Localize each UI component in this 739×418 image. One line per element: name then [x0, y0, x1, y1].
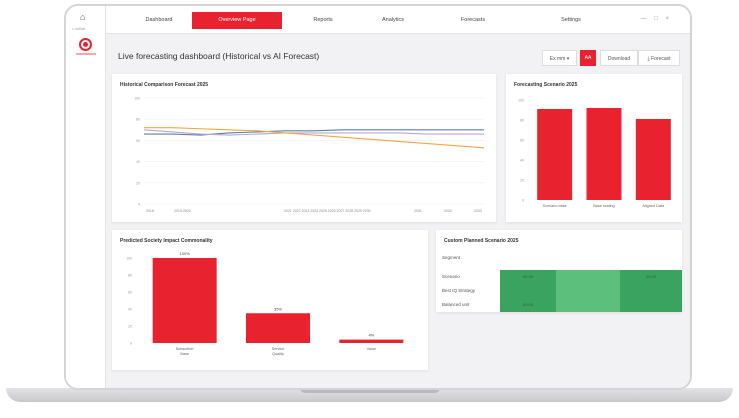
- series-line-historical: [144, 129, 484, 136]
- x-category-label: Service: [272, 347, 285, 351]
- y-tick-label: 80: [520, 119, 524, 123]
- x-tick-label: 2031: [414, 209, 422, 213]
- scenario-bar-panel: Forecasting Scenario 2025 100 80 60 40 20 0 Sc…: [506, 74, 682, 222]
- x-tick-label: 2032: [444, 209, 452, 213]
- heatmap-cell: [556, 270, 620, 284]
- line-chart-panel: Historical Comparison Forecast 2025 100 8…: [112, 74, 496, 222]
- y-tick-label: 100: [126, 257, 132, 261]
- x-tick-label: 2033: [474, 209, 482, 213]
- bar-data-label: 100%: [180, 251, 191, 256]
- x-tick-label: 2019-2020: [174, 209, 191, 213]
- y-tick-label: 60: [136, 139, 140, 143]
- tab-dashboard[interactable]: Dashboard: [145, 17, 173, 23]
- heatmap-cell: [556, 298, 620, 312]
- series-line-scenario: [144, 127, 485, 149]
- line-chart-title: Historical Comparison Forecast 2025: [120, 82, 209, 88]
- x-category-label-line2: Quality: [272, 352, 284, 356]
- scenario-bar-title: Forecasting Scenario 2025: [514, 82, 578, 88]
- bar: [537, 109, 573, 200]
- bar: [586, 108, 622, 200]
- tab-overview-page[interactable]: Overview Page: [192, 12, 282, 29]
- y-tick-label: 0: [130, 342, 132, 346]
- series-line-ai-forecast: [143, 129, 484, 136]
- bar: [152, 258, 217, 343]
- heatmap-column-header: [556, 252, 620, 266]
- tab-analytics[interactable]: Analytics: [381, 17, 404, 23]
- heatmap-title: Custom Planned Scenario 2025: [444, 238, 519, 244]
- y-tick-label: 100: [518, 99, 524, 103]
- heatmap-cell: 00 00: [500, 298, 556, 312]
- heatmap-row-label: Scenario: [442, 274, 460, 279]
- y-tick-label: 20: [128, 325, 132, 329]
- export-icon: ⤓: [647, 56, 650, 62]
- x-category-label-line2: Base: [180, 352, 189, 356]
- line-chart: 100 80 60 40 20 0 2018 2019-2020 2021 2022 2023 …: [134, 97, 485, 213]
- x-category-label: Scenario base: [543, 204, 567, 208]
- active-filter-button[interactable]: AA: [580, 50, 596, 66]
- heatmap-grid: Segment Scenario Best IQ Strategy Balanced …: [436, 252, 682, 312]
- y-tick-label: 20: [520, 179, 524, 183]
- tab-settings[interactable]: Settings: [561, 17, 581, 23]
- home-icon[interactable]: ⌂: [80, 12, 86, 22]
- heatmap-cell: 00 00: [500, 270, 556, 284]
- impact-bar-panel: Predicted Society Impact Commonality 100…: [112, 230, 428, 370]
- y-tick-label: 40: [520, 159, 524, 163]
- heatmap-cell: [556, 284, 620, 298]
- heatmap-row-label: Best IQ Strategy: [442, 288, 476, 293]
- y-tick-label: 0: [138, 203, 140, 207]
- tab-forecasts[interactable]: Forecasts: [460, 17, 486, 23]
- y-tick-label: 0: [522, 199, 524, 203]
- heatmap-header-label: Segment: [442, 255, 461, 260]
- heatmap-cell: [620, 298, 682, 312]
- x-category-label: Aligned Data: [642, 204, 665, 208]
- forecast-button-label: Forecast: [651, 56, 671, 62]
- sidebar-status: • online: [72, 26, 86, 31]
- bar: [635, 119, 671, 200]
- bar-data-label: 35%: [274, 306, 282, 311]
- download-button[interactable]: Download: [600, 50, 638, 66]
- laptop-notch: [300, 388, 440, 393]
- bar: [339, 339, 404, 343]
- x-tick-label: 2018: [146, 209, 154, 213]
- x-category-label: Base scaling: [593, 204, 615, 208]
- brand-logo-dot: [83, 42, 88, 47]
- heatmap-cell: 00 00: [620, 270, 682, 284]
- y-tick-label: 20: [136, 181, 140, 185]
- heatmap-panel: Custom Planned Scenario 2025 Segment Scen…: [436, 230, 682, 312]
- x-category-label: Value: [367, 347, 376, 351]
- heatmap-row-label: Balanced unit: [442, 302, 470, 307]
- app-window: ⌂ • online Dashboard Overview Page Repor…: [66, 6, 690, 388]
- laptop-screen-bezel: ⌂ • online Dashboard Overview Page Repor…: [64, 4, 692, 390]
- brand-logo-icon[interactable]: [79, 38, 92, 51]
- y-tick-label: 100: [134, 97, 140, 101]
- tab-reports[interactable]: Reports: [313, 17, 333, 23]
- y-tick-label: 60: [520, 139, 524, 143]
- filter-dropdown[interactable]: Ex mm ▾: [542, 50, 577, 66]
- impact-bar-title: Predicted Society Impact Commonality: [120, 238, 213, 244]
- bar-data-label: 4%: [368, 333, 374, 338]
- heatmap-cell: [500, 284, 556, 298]
- y-tick-label: 40: [128, 308, 132, 312]
- heatmap-column-header: [500, 252, 556, 266]
- y-tick-label: 80: [136, 118, 140, 122]
- sidebar: ⌂ • online: [66, 6, 106, 388]
- laptop-base: [6, 388, 733, 402]
- y-tick-label: 60: [128, 291, 132, 295]
- y-tick-label: 40: [136, 160, 140, 164]
- x-tick-label: 2021 2022 2023 2024 2025 2026 2027 2028 …: [284, 209, 371, 213]
- bar: [246, 313, 310, 343]
- page-title: Live forecasting dashboard (Historical v…: [118, 51, 320, 61]
- x-category-label: Subscriber: [176, 347, 195, 351]
- sidebar-active-indicator: [76, 53, 96, 55]
- heatmap-column-header: [620, 252, 682, 266]
- top-navigation: Dashboard Overview Page Reports Analytic…: [106, 6, 690, 34]
- window-controls[interactable]: — □ ×: [640, 16, 672, 22]
- y-tick-label: 80: [128, 274, 132, 278]
- heatmap-cell: [620, 284, 682, 298]
- forecast-button[interactable]: ⤓ Forecast: [638, 50, 680, 66]
- scenario-bar-chart: 100 80 60 40 20 0 Scenario base Base scaling Ali…: [518, 99, 671, 208]
